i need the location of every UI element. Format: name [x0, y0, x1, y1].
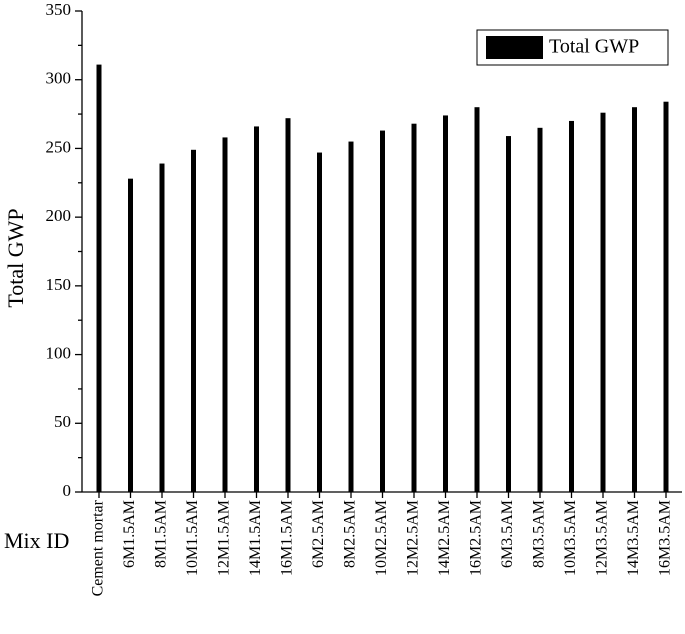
bar	[222, 137, 228, 493]
bar	[600, 112, 606, 492]
x-tick-label: 8M3.5AM	[531, 500, 548, 568]
x-tick-label: 6M2.5AM	[310, 500, 327, 568]
x-tick-label: 12M2.5AM	[405, 500, 422, 576]
bar	[348, 141, 354, 493]
bar	[254, 126, 259, 492]
bar	[128, 178, 133, 493]
x-tick-label: 10M1.5AM	[184, 500, 201, 576]
bar	[411, 123, 417, 492]
bar	[569, 120, 574, 492]
y-tick-label: 300	[46, 69, 72, 88]
x-tick-label: 16M3.5AM	[657, 500, 674, 576]
x-tick-label: 14M3.5AM	[625, 500, 642, 576]
x-tick-label: 6M1.5AM	[121, 500, 138, 568]
x-axis-label: Mix ID	[4, 528, 69, 553]
bar	[285, 118, 291, 493]
x-tick-label: Cement mortar	[90, 499, 107, 596]
bar	[632, 107, 637, 492]
x-tick-label: 16M1.5AM	[279, 500, 296, 576]
x-tick-label: 10M2.5AM	[373, 500, 390, 576]
y-tick-label: 100	[46, 343, 72, 362]
legend-swatch	[486, 36, 543, 59]
x-tick-label: 16M2.5AM	[468, 500, 485, 576]
bar	[537, 127, 543, 493]
x-tick-label: 12M3.5AM	[594, 500, 611, 576]
x-tick-label: 12M1.5AM	[216, 500, 233, 576]
bar	[506, 136, 511, 492]
bar	[317, 152, 322, 492]
x-tick-label: 8M1.5AM	[153, 500, 170, 568]
bar	[663, 101, 669, 493]
legend-label: Total GWP	[549, 36, 639, 58]
y-tick-label: 250	[46, 137, 72, 156]
x-tick-label: 8M2.5AM	[342, 500, 359, 568]
x-tick-label: 10M3.5AM	[562, 500, 579, 576]
bar	[380, 130, 385, 492]
x-tick-label: 14M1.5AM	[247, 500, 264, 576]
y-axis-label: Total GWP	[3, 208, 28, 307]
y-tick-label: 150	[46, 275, 72, 294]
bar	[474, 107, 480, 492]
bar	[159, 163, 165, 492]
y-tick-label: 200	[46, 206, 72, 225]
bar	[443, 115, 448, 493]
y-tick-label: 350	[46, 0, 72, 19]
x-tick-label: 14M2.5AM	[436, 500, 453, 576]
x-tick-label: 6M3.5AM	[499, 500, 516, 568]
y-tick-label: 0	[63, 481, 72, 500]
y-tick-label: 50	[54, 412, 71, 431]
bar	[191, 149, 196, 492]
bar	[96, 64, 102, 493]
